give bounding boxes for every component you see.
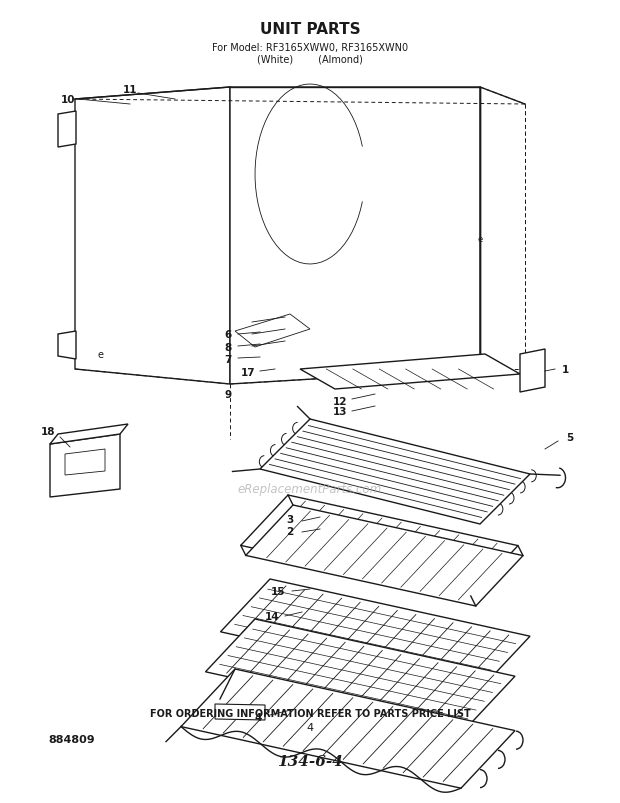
Text: 9: 9 xyxy=(224,389,231,400)
Polygon shape xyxy=(181,669,515,789)
Polygon shape xyxy=(205,619,515,729)
Text: 10: 10 xyxy=(61,95,75,105)
Text: For Model: RF3165XWW0, RF3165XWN0: For Model: RF3165XWW0, RF3165XWN0 xyxy=(212,43,408,53)
Text: 12: 12 xyxy=(333,397,347,406)
Bar xyxy=(285,327,305,335)
Polygon shape xyxy=(246,505,523,606)
Polygon shape xyxy=(520,349,545,393)
Polygon shape xyxy=(50,425,128,444)
Text: e: e xyxy=(477,235,482,244)
Text: UNIT PARTS: UNIT PARTS xyxy=(260,22,360,38)
Polygon shape xyxy=(65,450,105,475)
Bar xyxy=(285,315,305,323)
Polygon shape xyxy=(241,495,518,597)
Polygon shape xyxy=(221,579,530,689)
Polygon shape xyxy=(215,704,265,720)
Text: 4: 4 xyxy=(254,712,262,722)
Polygon shape xyxy=(58,332,76,360)
Polygon shape xyxy=(75,88,230,385)
Bar xyxy=(285,339,305,347)
Polygon shape xyxy=(58,112,76,148)
Text: 13: 13 xyxy=(333,406,347,417)
Text: 8: 8 xyxy=(224,343,232,353)
Polygon shape xyxy=(235,315,310,348)
Bar xyxy=(100,300,185,329)
Polygon shape xyxy=(300,355,520,389)
Bar xyxy=(120,175,168,206)
Bar xyxy=(155,100,220,130)
Text: 3: 3 xyxy=(286,515,294,524)
Bar xyxy=(280,145,335,185)
Text: eReplacementParts.com: eReplacementParts.com xyxy=(238,483,382,496)
Text: FOR ORDERING INFORMATION REFER TO PARTS PRICE LIST: FOR ORDERING INFORMATION REFER TO PARTS … xyxy=(149,708,471,718)
Text: 884809: 884809 xyxy=(49,734,95,744)
Text: 18: 18 xyxy=(41,426,55,437)
Text: 14: 14 xyxy=(265,611,280,622)
Text: e: e xyxy=(97,349,103,360)
Text: 4: 4 xyxy=(306,722,314,732)
Polygon shape xyxy=(260,419,530,524)
Text: (White)        (Almond): (White) (Almond) xyxy=(257,55,363,65)
Circle shape xyxy=(151,258,159,266)
Text: 15: 15 xyxy=(271,586,285,597)
Text: 134-6-4: 134-6-4 xyxy=(277,754,343,768)
Text: 5: 5 xyxy=(567,433,574,442)
Polygon shape xyxy=(50,434,120,497)
Text: 7: 7 xyxy=(224,355,232,365)
Text: 11: 11 xyxy=(123,85,137,95)
Text: 1: 1 xyxy=(561,365,569,374)
Text: 17: 17 xyxy=(241,368,255,377)
Text: 6: 6 xyxy=(224,329,232,340)
Text: 2: 2 xyxy=(286,526,294,536)
Bar xyxy=(168,175,218,206)
Polygon shape xyxy=(230,88,480,385)
